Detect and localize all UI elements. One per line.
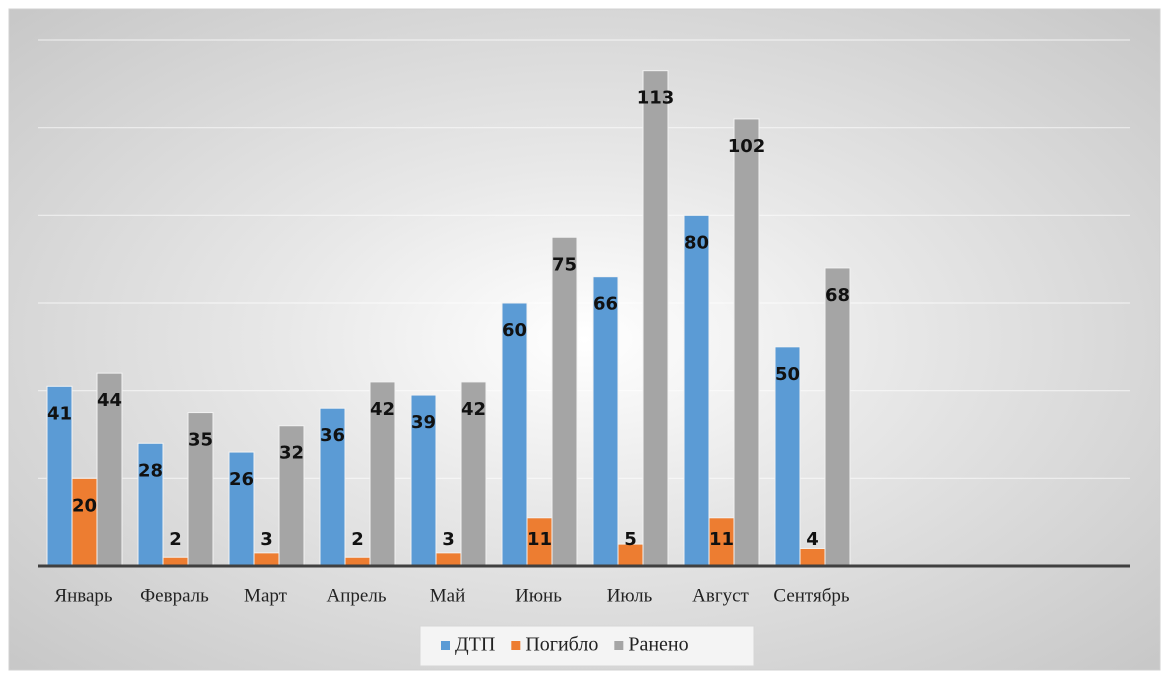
bar <box>799 547 826 567</box>
bar <box>369 381 396 567</box>
data-label: 60 <box>502 320 527 341</box>
data-label: 41 <box>47 403 72 424</box>
x-tick-label: Январь <box>54 585 112 606</box>
data-label: 2 <box>169 529 182 550</box>
bar <box>137 442 164 567</box>
bar <box>228 451 255 567</box>
data-label: 80 <box>684 232 709 253</box>
bar <box>435 552 462 567</box>
data-label: 113 <box>637 88 675 109</box>
data-label: 42 <box>461 399 486 420</box>
x-tick-label: Февраль <box>140 585 209 606</box>
bar <box>774 346 801 567</box>
legend-swatch <box>614 641 624 650</box>
data-label: 35 <box>188 430 213 451</box>
bar <box>410 394 437 567</box>
bar <box>683 214 710 567</box>
bar <box>824 267 851 567</box>
data-label: 26 <box>229 469 254 490</box>
legend-label: Ранено <box>628 634 688 656</box>
x-tick-label: Июль <box>607 585 653 606</box>
data-label: 28 <box>138 460 163 481</box>
data-label: 3 <box>260 529 273 550</box>
bar <box>642 70 669 567</box>
bar <box>319 407 346 567</box>
data-label: 4 <box>806 529 819 550</box>
bar <box>460 381 487 567</box>
legend-swatch <box>441 641 450 650</box>
data-label: 50 <box>775 364 800 385</box>
data-label: 75 <box>552 254 577 275</box>
data-label: 42 <box>370 399 395 420</box>
legend-box <box>419 625 755 667</box>
bar <box>253 552 280 567</box>
chart-area <box>8 8 1161 671</box>
data-label: 102 <box>728 136 766 157</box>
x-tick-label: Апрель <box>327 585 387 606</box>
bar <box>501 302 528 567</box>
x-tick-label: Июнь <box>515 585 562 606</box>
bar <box>71 477 98 567</box>
bar <box>592 276 619 567</box>
data-label: 20 <box>72 495 97 516</box>
data-label: 3 <box>442 529 455 550</box>
bar <box>96 372 123 567</box>
data-label: 39 <box>411 412 436 433</box>
x-tick-label: Май <box>430 585 466 606</box>
legend-label: ДТП <box>455 634 495 656</box>
data-label: 32 <box>279 443 304 464</box>
bar <box>526 517 553 567</box>
legend-label: Погибло <box>525 634 598 656</box>
data-label: 11 <box>527 529 552 550</box>
data-label: 36 <box>320 425 345 446</box>
data-label: 11 <box>709 529 734 550</box>
x-tick-label: Сентябрь <box>773 585 849 606</box>
legend-swatch <box>511 641 521 650</box>
data-label: 66 <box>593 294 618 315</box>
bar <box>733 118 760 567</box>
x-tick-label: Август <box>692 585 749 606</box>
bar <box>551 236 578 567</box>
bar <box>46 385 73 567</box>
data-label: 68 <box>825 285 850 306</box>
data-label: 5 <box>624 529 637 550</box>
x-tick-label: Март <box>244 585 288 606</box>
data-label: 44 <box>97 390 122 411</box>
data-label: 2 <box>351 529 364 550</box>
